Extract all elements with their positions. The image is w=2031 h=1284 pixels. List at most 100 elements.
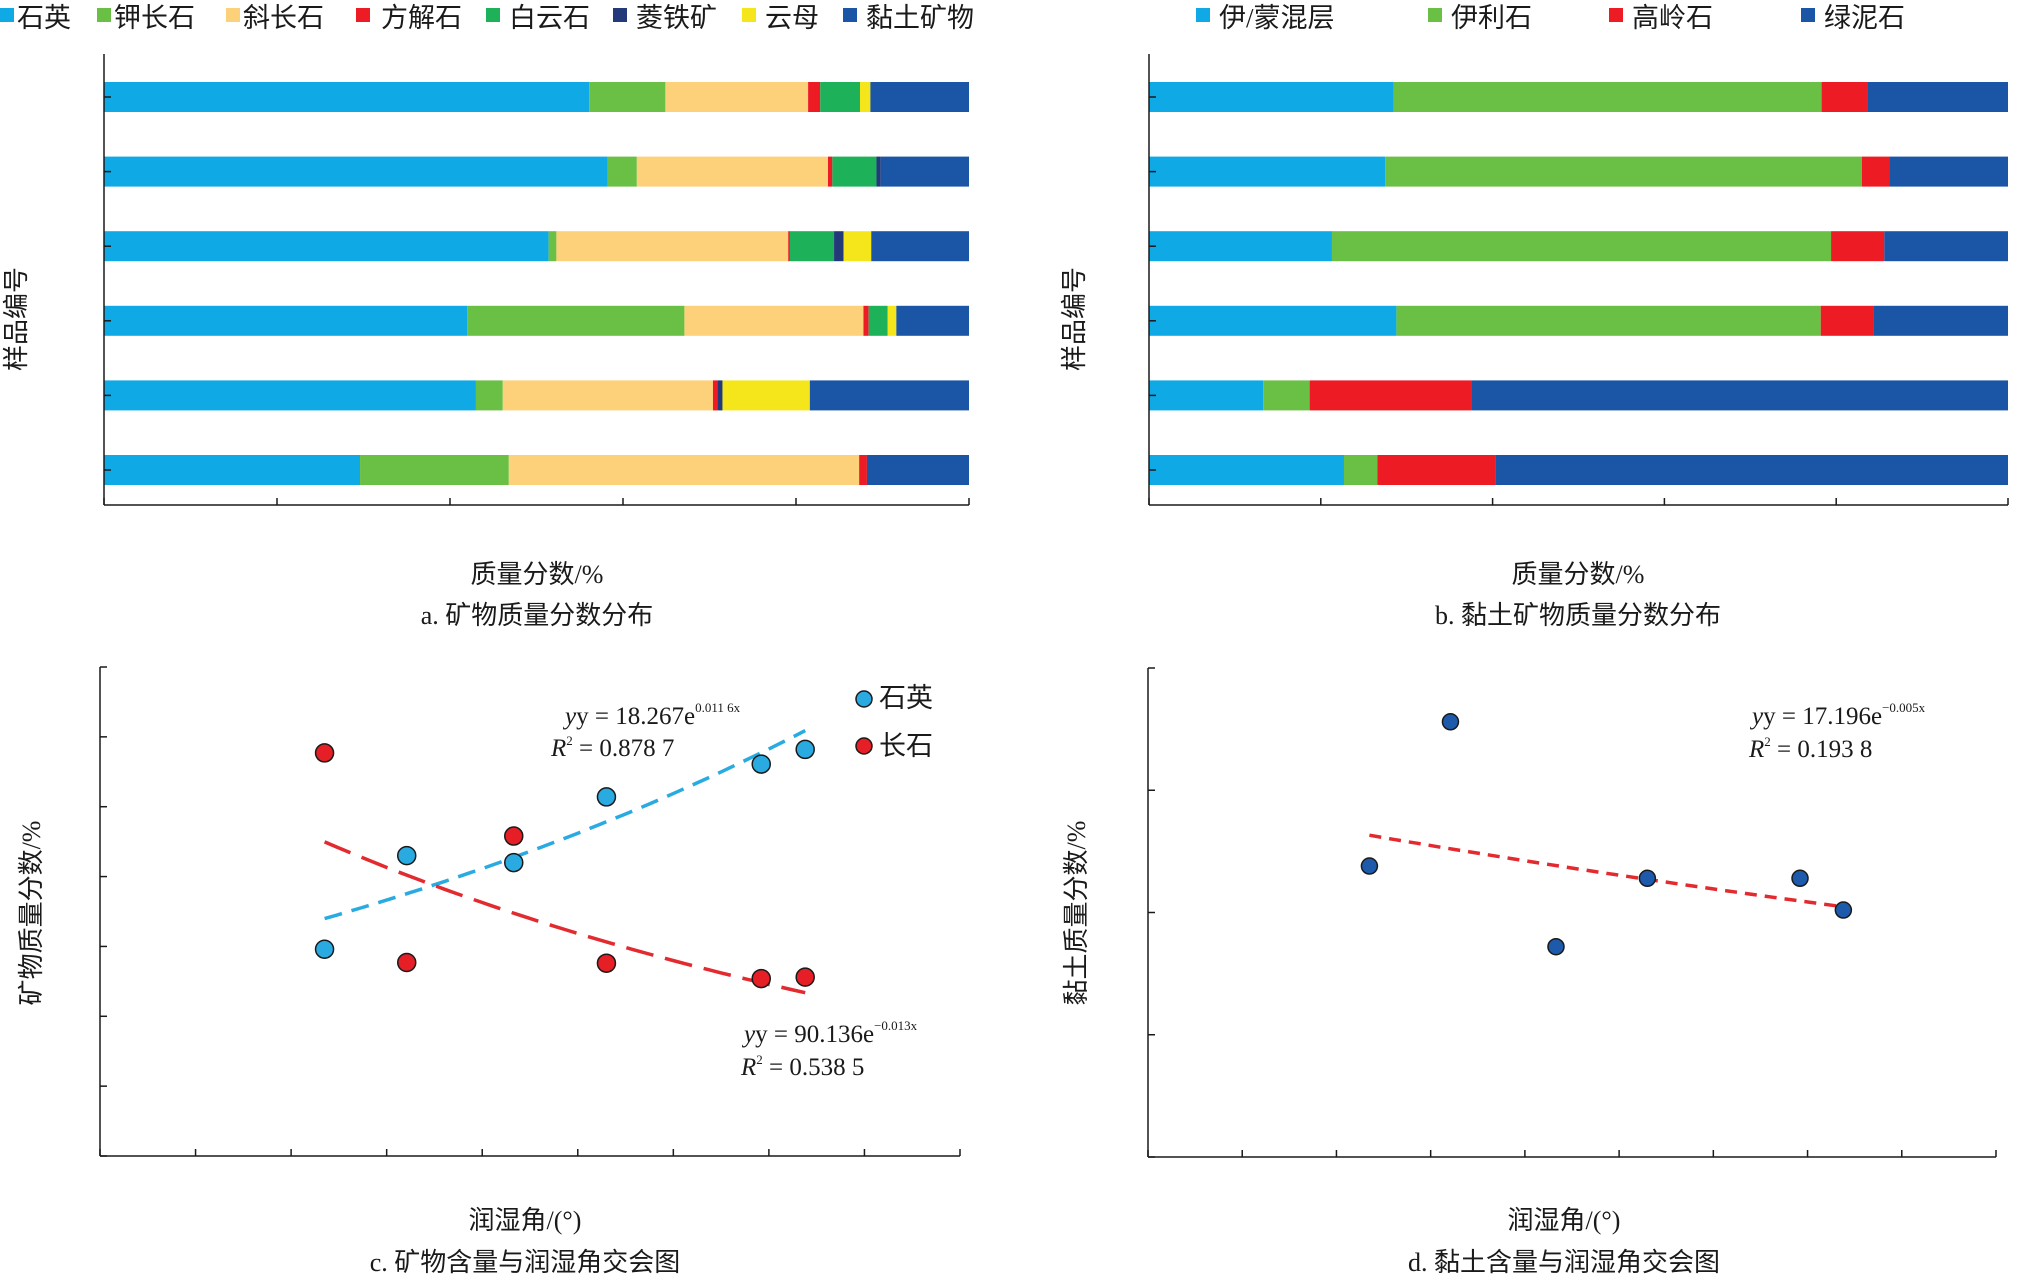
point-d-scatter_clay-2 <box>1547 937 1565 956</box>
bar-a-W3-kfeldspar <box>548 231 557 262</box>
point-c-scatter_feldspar-0 <box>314 743 335 763</box>
bar-a-W3-clay <box>871 231 969 262</box>
legend-c: 石英 长石 <box>855 683 933 761</box>
bar-a-W2-dolomite <box>832 156 877 187</box>
legend-a: 石英 钾长石 斜长石 方解石 白云石 菱铁矿 云母 黏土矿物 <box>0 3 974 33</box>
r2-quartz-symbol: R <box>550 735 566 762</box>
bar-b-W3-illite <box>1331 231 1832 262</box>
bar-b-W2-illite_smectite <box>1149 156 1386 187</box>
bar-a-W5-mica <box>722 380 810 411</box>
legend-b-label-1: 伊利石 <box>1451 3 1532 33</box>
y-axis-title-c: 矿物质量分数/% <box>17 821 46 1006</box>
bar-a-W4-calcite <box>863 305 869 336</box>
legend-a-label-4: 白云石 <box>509 3 590 33</box>
bar-a-W4-dolomite <box>868 305 888 336</box>
bar-a-W1-calcite <box>808 82 821 112</box>
panel-d-clay-vs-wetting-angle: 黏土质量分数/% 润湿角/(°) d. 黏土含量与润湿角交会图 yy = 17.… <box>1062 667 1997 1277</box>
bar-a-W6-clay <box>866 455 969 485</box>
point-c-scatter_quartz-0 <box>314 939 335 959</box>
y-axis-title-b: 样品编号 <box>1060 267 1089 371</box>
point-c-scatter_quartz-2 <box>504 852 524 873</box>
r2-clay: R2 = 0.193 8 <box>1748 734 1872 763</box>
x-axis-title-d: 润湿角/(°) <box>1508 1206 1621 1235</box>
bar-b-W5-illite_smectite <box>1149 380 1264 411</box>
equation-quartz-text: y = 18.267e <box>576 703 695 730</box>
bar-b-W4-illite <box>1396 305 1821 336</box>
legend-a-swatch-6 <box>742 8 756 22</box>
r2-feldspar: R2 = 0.538 5 <box>740 1052 864 1081</box>
r2-quartz-value: = 0.878 7 <box>573 735 675 762</box>
legend-a-label-0: 石英 <box>17 3 71 33</box>
bar-a-W6-quartz <box>104 455 361 485</box>
bar-b-W1-illite_smectite <box>1149 82 1394 112</box>
bar-a-W6-kfeldspar <box>360 455 509 485</box>
bar-a-W2-plagioclase <box>636 156 829 187</box>
chart-title-a: a. 矿物质量分数分布 <box>421 601 654 630</box>
bar-b-W3-kaolinite <box>1831 231 1885 262</box>
bar-a-W3-quartz <box>104 231 549 262</box>
point-d-scatter_clay-0 <box>1360 857 1379 875</box>
equation-quartz-exponent: 0.011 6x <box>695 700 741 715</box>
r2-feldspar-symbol: R <box>740 1054 756 1081</box>
bar-a-W1-clay <box>870 82 969 112</box>
bar-a-W3-dolomite <box>789 231 835 262</box>
point-c-scatter_feldspar-5 <box>795 967 815 987</box>
bar-a-W2-calcite <box>828 156 833 187</box>
trendline-d-scatter_clay <box>1369 833 1844 909</box>
point-c-scatter_quartz-5 <box>795 739 815 760</box>
point-c-scatter_feldspar-1 <box>396 952 417 973</box>
trendline-c-scatter_quartz <box>324 729 807 921</box>
bar-a-W3-siderite <box>834 231 844 262</box>
bar-a-W2-siderite <box>876 156 881 187</box>
bar-b-W2-illite <box>1385 156 1862 187</box>
bar-a-W1-quartz <box>104 82 590 112</box>
point-c-scatter_quartz-1 <box>396 845 417 866</box>
y-axis-title-a: 样品编号 <box>2 267 31 371</box>
bar-a-W2-kfeldspar <box>607 156 637 187</box>
bar-b-W5-illite <box>1263 380 1310 411</box>
bar-a-W2-quartz <box>104 156 608 187</box>
bar-a-W3-calcite <box>788 231 790 262</box>
legend-c-label-feldspar: 长石 <box>879 731 933 761</box>
bar-b-W6-illite_smectite <box>1149 455 1344 485</box>
bar-b-W1-chlorite <box>1867 82 2008 112</box>
legend-b: 伊/蒙混层 伊利石 高岭石 绿泥石 <box>1196 3 1905 33</box>
legend-a-swatch-4 <box>486 8 500 22</box>
bar-a-W6-plagioclase <box>508 455 860 485</box>
bar-b-W2-chlorite <box>1889 156 2008 187</box>
legend-b-swatch-3 <box>1801 8 1815 22</box>
trendline-c-scatter_feldspar <box>323 840 806 995</box>
bar-b-W4-chlorite <box>1873 305 2008 336</box>
bar-a-W5-kfeldspar <box>475 380 503 411</box>
bar-b-W6-kaolinite <box>1377 455 1496 485</box>
bar-a-W4-clay <box>896 305 969 336</box>
bar-b-W3-illite_smectite <box>1149 231 1332 262</box>
chart-title-d: d. 黏土含量与润湿角交会图 <box>1408 1248 1720 1277</box>
bar-b-W6-illite <box>1343 455 1378 485</box>
bar-a-W3-mica <box>843 231 872 262</box>
r2-feldspar-value: = 0.538 5 <box>763 1054 865 1081</box>
legend-b-label-3: 绿泥石 <box>1824 3 1905 33</box>
point-c-scatter_feldspar-2 <box>504 826 524 846</box>
legend-b-swatch-1 <box>1428 8 1442 22</box>
point-c-scatter_feldspar-3 <box>596 953 617 973</box>
bar-b-W1-illite <box>1393 82 1822 112</box>
legend-a-label-1: 钾长石 <box>114 3 195 33</box>
bar-a-W5-quartz <box>104 380 476 411</box>
equation-quartz: yy = 18.267e0.011 6x <box>562 700 741 730</box>
bar-b-W1-kaolinite <box>1821 82 1868 112</box>
point-c-scatter_feldspar-4 <box>751 968 771 989</box>
legend-a-swatch-2 <box>226 8 240 22</box>
legend-a-label-6: 云母 <box>765 3 819 33</box>
r2-quartz: R2 = 0.878 7 <box>550 733 674 762</box>
legend-b-label-0: 伊/蒙混层 <box>1219 3 1335 33</box>
legend-a-swatch-7 <box>843 8 857 22</box>
bar-b-W5-chlorite <box>1471 380 2008 411</box>
legend-a-swatch-0 <box>0 8 14 22</box>
legend-a-swatch-5 <box>613 8 627 22</box>
legend-c-label-quartz: 石英 <box>879 683 933 713</box>
bar-a-W4-mica <box>887 305 897 336</box>
legend-c-marker-quartz <box>855 690 873 708</box>
legend-a-label-7: 黏土矿物 <box>866 3 974 33</box>
point-d-scatter_clay-3 <box>1638 869 1657 888</box>
